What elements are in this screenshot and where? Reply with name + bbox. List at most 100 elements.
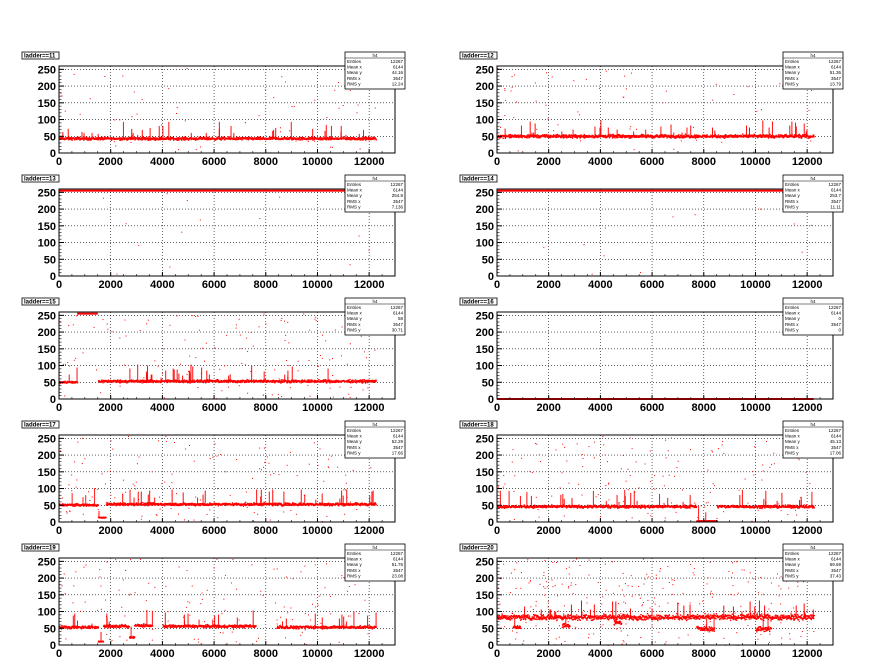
data-point <box>248 381 251 383</box>
data-point <box>171 380 173 382</box>
data-point <box>117 379 119 381</box>
data-point <box>695 136 697 138</box>
data-point <box>793 136 795 139</box>
data-point <box>508 135 511 137</box>
data-point <box>604 135 607 138</box>
data-point <box>504 134 506 136</box>
chart-title: ladder==11 <box>24 54 56 60</box>
data-point <box>536 128 538 130</box>
data-point <box>168 124 170 126</box>
data-point <box>327 372 329 374</box>
data-point <box>224 136 226 139</box>
data-point <box>659 136 662 138</box>
data-point <box>137 379 139 381</box>
data-point <box>624 75 626 77</box>
data-point <box>192 369 194 371</box>
data-point <box>330 136 332 138</box>
data-point <box>558 134 560 136</box>
data-point <box>214 347 216 349</box>
data-point <box>737 134 739 137</box>
data-point <box>184 339 186 341</box>
data-point <box>324 131 326 133</box>
data-point <box>122 128 124 130</box>
data-point <box>307 379 309 381</box>
data-point <box>545 133 548 136</box>
data-point <box>279 381 281 383</box>
data-point <box>795 129 797 131</box>
data-point <box>141 130 143 132</box>
data-point <box>526 137 528 139</box>
data-point <box>278 378 280 380</box>
data-point <box>68 375 70 377</box>
data-point <box>139 379 142 382</box>
data-point <box>695 139 697 141</box>
data-point <box>367 387 369 389</box>
y-tick-label: 250 <box>476 187 494 199</box>
data-point <box>168 126 170 128</box>
data-point <box>190 134 192 136</box>
stat-label: RMS x <box>785 76 799 81</box>
data-point <box>79 137 82 139</box>
data-point <box>368 249 370 251</box>
data-point <box>184 136 186 138</box>
data-point <box>549 136 551 139</box>
data-point <box>712 133 714 135</box>
data-point <box>673 148 675 150</box>
data-point <box>327 369 329 371</box>
data-point <box>110 138 112 140</box>
data-point <box>146 379 148 381</box>
data-point <box>521 136 523 139</box>
data-point <box>659 134 661 137</box>
data-point <box>810 140 812 142</box>
data-point <box>201 378 203 380</box>
data-point <box>192 371 194 373</box>
data-point <box>534 124 536 126</box>
data-points <box>497 68 815 153</box>
data-point <box>529 134 531 136</box>
data-point <box>552 134 555 136</box>
data-point <box>778 134 780 136</box>
data-point <box>222 136 224 139</box>
data-point <box>131 116 133 118</box>
data-point <box>218 128 220 130</box>
data-point <box>350 136 352 139</box>
data-point <box>782 134 785 137</box>
data-point <box>129 374 131 376</box>
data-point <box>714 132 716 134</box>
data-point <box>192 367 194 369</box>
data-point <box>118 379 121 382</box>
data-point <box>307 380 310 382</box>
data-point <box>141 132 143 134</box>
data-point <box>690 134 692 136</box>
data-point <box>670 127 672 129</box>
data-point <box>230 131 232 133</box>
data-point <box>694 134 697 137</box>
data-point <box>327 376 329 378</box>
data-point <box>69 137 71 139</box>
data-point <box>264 89 266 91</box>
data-point <box>520 131 522 133</box>
data-point <box>230 127 232 129</box>
data-point <box>172 372 174 374</box>
data-point <box>514 74 516 76</box>
data-point <box>701 136 704 138</box>
data-point <box>633 134 635 136</box>
data-point <box>363 129 365 131</box>
data-point <box>789 135 791 137</box>
data-point <box>746 128 748 130</box>
data-point <box>521 134 523 137</box>
data-point <box>682 137 684 139</box>
data-point <box>137 134 139 136</box>
data-point <box>670 125 672 127</box>
data-point <box>607 131 609 133</box>
data-point <box>289 130 291 132</box>
data-point <box>287 137 290 139</box>
data-point <box>643 134 645 136</box>
stat-label: Mean x <box>347 65 363 70</box>
data-point <box>670 133 672 135</box>
data-point <box>165 370 167 372</box>
data-point <box>198 137 201 139</box>
data-point <box>611 134 613 136</box>
data-point <box>129 380 131 382</box>
data-point <box>372 137 374 140</box>
